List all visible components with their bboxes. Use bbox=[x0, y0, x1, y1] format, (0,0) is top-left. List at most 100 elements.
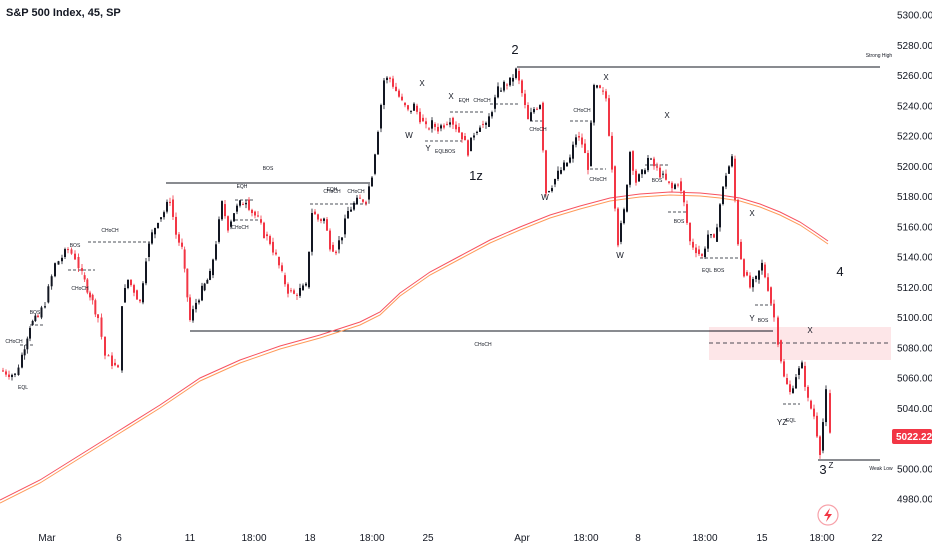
candle-body bbox=[380, 105, 382, 129]
candle-body bbox=[121, 306, 123, 371]
candle-body bbox=[527, 104, 529, 120]
chart-annotation: Y bbox=[749, 314, 755, 323]
candle-body bbox=[804, 365, 806, 387]
candle-body bbox=[236, 205, 238, 212]
candle-body bbox=[635, 170, 637, 183]
last-price-label: 5022.22 bbox=[896, 432, 932, 443]
x-tick-label: Mar bbox=[38, 533, 56, 544]
candle-body bbox=[671, 182, 673, 189]
candle-body bbox=[70, 249, 73, 254]
candle-body bbox=[40, 307, 43, 318]
chart-annotation: X bbox=[603, 73, 609, 82]
x-tick-label: Apr bbox=[514, 533, 530, 544]
candle-body bbox=[335, 251, 337, 254]
candle-body bbox=[569, 157, 571, 163]
candle-body bbox=[479, 127, 481, 132]
candle-body bbox=[563, 162, 565, 171]
chart-annotation: EQH bbox=[459, 98, 470, 104]
candle-body bbox=[614, 166, 616, 209]
candle-body bbox=[218, 219, 220, 242]
candle-body bbox=[590, 122, 592, 167]
chart-annotation: BOS bbox=[714, 268, 725, 274]
x-tick-label: 18:00 bbox=[241, 533, 266, 544]
chart-annotation: CHoCH bbox=[101, 228, 119, 234]
x-tick-label: 18:00 bbox=[809, 533, 834, 544]
candle-body bbox=[734, 158, 736, 200]
chart-annotation: BOS bbox=[30, 310, 41, 316]
candle-body bbox=[311, 213, 313, 252]
chart-annotation: EQL bbox=[435, 149, 445, 155]
chart-annotation: EQH bbox=[237, 184, 248, 190]
candle-body bbox=[701, 254, 703, 256]
moving-average-line-2 bbox=[0, 194, 829, 504]
chart-annotation: EQL bbox=[786, 418, 796, 424]
candle-body bbox=[377, 131, 379, 155]
candle-body bbox=[74, 253, 76, 260]
candle-body bbox=[722, 186, 724, 205]
candle-body bbox=[461, 132, 463, 140]
candle-body bbox=[539, 105, 541, 109]
candle-body bbox=[813, 408, 815, 417]
chart-annotation: 1z bbox=[469, 168, 483, 183]
candle-body bbox=[11, 374, 13, 377]
candle-body bbox=[192, 309, 194, 321]
candle-body bbox=[275, 252, 277, 255]
candle-body bbox=[308, 251, 310, 288]
candle-body bbox=[752, 279, 754, 288]
candle-body bbox=[758, 270, 760, 280]
candle-body bbox=[584, 143, 586, 154]
candle-body bbox=[269, 236, 271, 244]
chart-annotation: CHoCH bbox=[71, 286, 89, 292]
candle-body bbox=[23, 349, 26, 356]
candle-body bbox=[677, 184, 679, 186]
candle-body bbox=[825, 389, 827, 423]
candle-body bbox=[617, 208, 619, 246]
candle-body bbox=[578, 136, 580, 138]
x-tick-label: 18:00 bbox=[692, 533, 717, 544]
candle-body bbox=[374, 154, 376, 174]
candle-body bbox=[801, 362, 803, 369]
candle-body bbox=[371, 177, 373, 187]
candle-body bbox=[284, 275, 286, 285]
candle-body bbox=[777, 317, 779, 345]
candle-body bbox=[740, 241, 742, 260]
candle-body bbox=[329, 230, 331, 250]
candle-body bbox=[780, 340, 782, 362]
y-tick-label: 5260.00 bbox=[897, 71, 932, 82]
candle-body bbox=[154, 228, 156, 235]
x-tick-label: 18:00 bbox=[359, 533, 384, 544]
chart-annotation: CHoCH bbox=[231, 225, 249, 231]
candle-body bbox=[572, 144, 574, 159]
candle-body bbox=[665, 173, 667, 180]
candle-body bbox=[178, 234, 180, 243]
candle-body bbox=[581, 137, 583, 145]
candle-body bbox=[251, 209, 253, 214]
candle-body bbox=[395, 86, 397, 91]
candle-body bbox=[707, 234, 709, 249]
candle-body bbox=[440, 125, 442, 129]
candle-body bbox=[201, 285, 203, 301]
candle-body bbox=[37, 315, 39, 318]
supply-zone bbox=[709, 327, 891, 360]
candle-body bbox=[148, 243, 150, 257]
candle-body bbox=[659, 167, 661, 178]
candle-body bbox=[704, 248, 706, 257]
candle-body bbox=[392, 78, 394, 87]
candle-body bbox=[482, 123, 484, 125]
candle-body bbox=[64, 249, 66, 257]
candle-body bbox=[644, 170, 646, 174]
x-tick-label: 15 bbox=[756, 533, 768, 544]
candle-body bbox=[764, 264, 766, 278]
candle-body bbox=[602, 90, 604, 92]
candle-body bbox=[239, 200, 241, 206]
chart-annotation: Strong High bbox=[866, 53, 893, 59]
candle-body bbox=[698, 249, 700, 255]
chart-annotation: YZ bbox=[777, 418, 787, 427]
y-tick-label: 4980.00 bbox=[897, 495, 932, 506]
candle-body bbox=[611, 135, 613, 170]
candle-body bbox=[248, 199, 250, 210]
y-tick-label: 5120.00 bbox=[897, 283, 932, 294]
candle-body bbox=[305, 283, 307, 286]
chart-annotation: CHoCH bbox=[5, 339, 23, 345]
